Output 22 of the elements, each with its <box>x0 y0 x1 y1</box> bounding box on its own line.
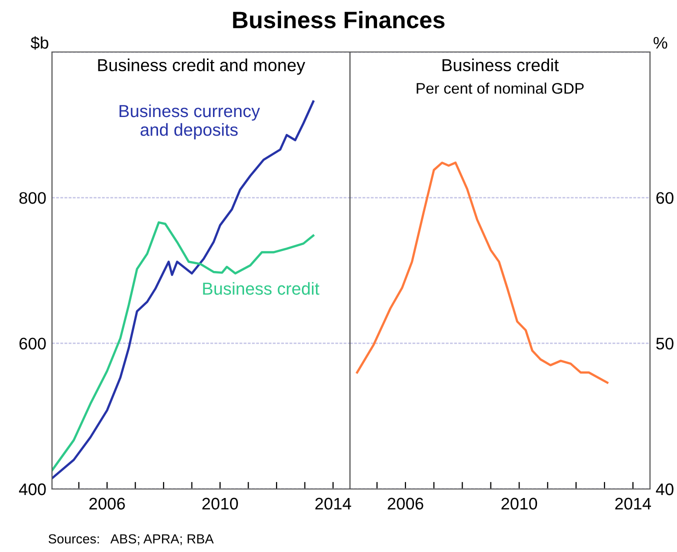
y-tick-label: 400 <box>19 483 46 496</box>
text: Per cent of nominal GDP <box>416 82 584 94</box>
text: Business Finances <box>233 10 444 28</box>
line-series <box>356 162 608 384</box>
y-tick-label: 40 <box>656 483 674 496</box>
y-tick-label: 600 <box>19 338 46 350</box>
x-tick-label: 2014 <box>615 498 651 510</box>
y-tick-label: 50 <box>656 338 674 350</box>
series-label: Business currency and deposits <box>120 104 260 140</box>
y-axis-title: $b <box>30 36 48 50</box>
y-tick-label: 60 <box>656 192 674 204</box>
series-label: Business credit <box>203 282 320 295</box>
x-tick-label: 2010 <box>202 498 238 510</box>
x-tick-label: 2010 <box>501 498 538 510</box>
x-tick-label: 2006 <box>89 498 125 510</box>
chart-title: Business credit and money <box>98 58 306 75</box>
y-tick-label: 800 <box>19 192 46 204</box>
x-tick-label: 2006 <box>388 498 424 510</box>
x-tick-label: 2014 <box>315 498 352 510</box>
y-axis-title: % <box>654 36 668 49</box>
chart-title: Business credit <box>442 58 559 72</box>
source-note: Sources: ABS; APRA; RBA <box>48 534 214 546</box>
